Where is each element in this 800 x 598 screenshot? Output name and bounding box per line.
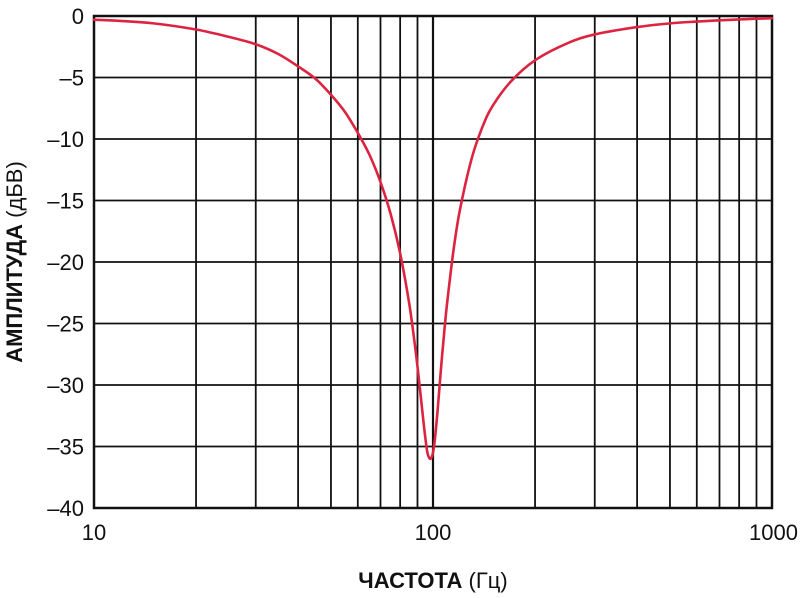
- y-tick-label: –15: [47, 189, 84, 214]
- x-axis-ticks: 10 100 1000: [82, 520, 798, 545]
- y-tick-label: –10: [47, 127, 84, 152]
- y-axis-title-main: АМПЛИТУДА: [2, 224, 27, 363]
- x-tick-label: 10: [82, 520, 106, 545]
- y-tick-label: –20: [47, 250, 84, 275]
- y-tick-label: –40: [47, 496, 84, 521]
- y-tick-label: –30: [47, 373, 84, 398]
- y-axis-title: АМПЛИТУДА (дБВ): [2, 161, 27, 363]
- y-tick-label: –35: [47, 435, 84, 460]
- x-tick-label: 1000: [749, 520, 798, 545]
- y-tick-label: –25: [47, 312, 84, 337]
- y-axis-title-unit: (дБВ): [2, 161, 27, 218]
- y-tick-label: 0: [72, 4, 84, 29]
- plot-frame: [92, 14, 774, 510]
- x-axis-title-unit: (Гц): [469, 568, 508, 593]
- x-tick-label: 100: [415, 520, 452, 545]
- y-axis-ticks: 0 –5 –10 –15 –20 –25 –30 –35 –40: [47, 4, 84, 521]
- series-line: [92, 16, 774, 461]
- y-tick-label: –5: [60, 66, 84, 91]
- x-axis-title-main: ЧАСТОТА: [358, 568, 462, 593]
- x-axis-title: ЧАСТОТА (Гц): [358, 568, 507, 593]
